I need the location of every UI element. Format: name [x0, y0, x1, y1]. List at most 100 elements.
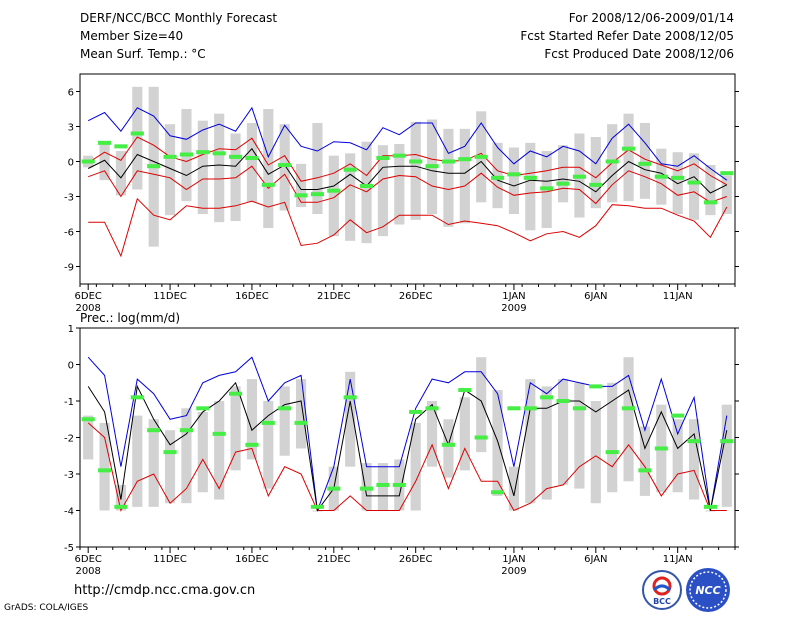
chart-title: DERF/NCC/BCC Monthly Forecast — [80, 11, 278, 25]
precip-label: Prec.: log(mm/d) — [80, 311, 181, 325]
x-tick-label: 11JAN — [663, 554, 693, 565]
ensemble-box — [99, 422, 110, 511]
observed-marker — [556, 399, 570, 403]
ensemble-box — [214, 113, 225, 223]
ensemble-box — [672, 419, 683, 493]
observed-marker — [376, 482, 390, 487]
ensemble-box — [443, 128, 454, 227]
x-tick-label: 6JAN — [584, 291, 607, 302]
ensemble-box — [476, 357, 487, 453]
bcc-logo-icon: BCC — [652, 576, 672, 606]
observed-marker — [376, 156, 390, 160]
observed-marker — [425, 164, 439, 169]
ensemble-box — [492, 142, 503, 209]
observed-marker — [638, 468, 652, 473]
ensemble-box — [459, 128, 470, 224]
x-tick-label: 6DEC — [75, 554, 102, 565]
grads-credit: GrADS: COLA/IGES — [4, 603, 89, 613]
ensemble-box — [181, 408, 192, 504]
y-tick-label: -5 — [64, 543, 74, 554]
ensemble-box — [688, 153, 700, 220]
observed-marker — [605, 159, 619, 164]
observed-marker — [540, 395, 554, 400]
observed-marker — [720, 171, 734, 176]
produced-date: Fcst Produced Date 2008/12/06 — [544, 47, 734, 61]
ensemble-box — [459, 397, 470, 471]
observed-marker — [687, 180, 701, 185]
ensemble-box — [590, 137, 601, 209]
observed-marker — [392, 153, 406, 158]
bcc-logo: BCC — [642, 570, 682, 610]
ensemble-box — [623, 357, 634, 482]
ensemble-box — [197, 120, 208, 214]
observed-marker — [179, 152, 193, 157]
ensemble-box — [525, 142, 536, 231]
observed-marker — [491, 175, 505, 180]
ensemble-box — [263, 109, 274, 228]
observed-marker — [572, 406, 586, 411]
observed-marker — [212, 431, 226, 436]
observed-marker — [687, 439, 701, 444]
footer-url[interactable]: http://cmdp.ncc.cma.gov.cn — [74, 583, 256, 598]
ensemble-box — [132, 86, 143, 190]
y-tick-label: -4 — [64, 507, 74, 518]
y-tick-label: -9 — [64, 263, 74, 274]
observed-marker — [278, 406, 292, 411]
ensemble-box — [525, 379, 536, 504]
member-size: Member Size=40 — [80, 29, 184, 43]
ensemble-box — [508, 147, 520, 214]
observed-marker — [245, 442, 259, 447]
observed-marker — [458, 157, 472, 162]
observed-marker — [605, 450, 619, 455]
observed-marker — [671, 413, 685, 418]
ensemble-box — [557, 145, 569, 203]
ensemble-box — [410, 121, 421, 220]
x-tick-label: 26DEC — [399, 291, 433, 302]
observed-marker — [360, 184, 374, 188]
ensemble-box — [246, 123, 258, 203]
observed-marker — [196, 150, 210, 155]
observed-marker — [540, 186, 554, 191]
observed-marker — [147, 164, 161, 169]
ensemble-box — [394, 144, 405, 225]
observed-marker — [474, 154, 488, 159]
x-tick-label: 21DEC — [317, 554, 351, 565]
y-tick-label: 3 — [68, 123, 74, 134]
ensemble-box — [246, 379, 258, 460]
y-tick-label: -3 — [64, 193, 74, 204]
ensemble-box — [164, 124, 176, 216]
ensemble-box — [328, 155, 339, 237]
x-year-label: 2009 — [501, 303, 526, 314]
ncc-logo-text: NCC — [695, 584, 720, 597]
observed-marker — [343, 395, 357, 400]
y-tick-label: -1 — [64, 397, 74, 408]
observed-marker — [523, 406, 537, 411]
observed-marker — [507, 172, 521, 177]
ncc-logo: NCC — [686, 568, 730, 612]
observed-marker — [425, 406, 439, 411]
observed-marker — [360, 486, 374, 491]
observed-marker — [114, 144, 128, 149]
observed-marker — [491, 490, 505, 495]
observed-marker — [572, 174, 586, 179]
observed-marker — [261, 420, 275, 425]
y-tick-label: 0 — [68, 158, 74, 169]
observed-marker — [671, 175, 685, 180]
x-year-label: 2008 — [75, 303, 100, 314]
observed-marker — [507, 406, 521, 411]
ensemble-box — [115, 151, 127, 196]
observed-marker — [212, 151, 226, 156]
series-upper-line — [87, 136, 728, 186]
ensemble-box — [279, 124, 290, 211]
ensemble-box — [508, 466, 520, 511]
x-tick-label: 16DEC — [235, 554, 269, 565]
ensemble-box — [623, 113, 634, 202]
observed-marker — [81, 417, 95, 422]
ensemble-box — [377, 145, 389, 237]
x-tick-label: 11DEC — [153, 291, 187, 302]
series-min-line — [87, 422, 727, 512]
observed-marker — [114, 504, 128, 509]
ensemble-box — [410, 422, 421, 511]
series-max-line — [87, 106, 728, 181]
observed-marker — [638, 161, 652, 166]
